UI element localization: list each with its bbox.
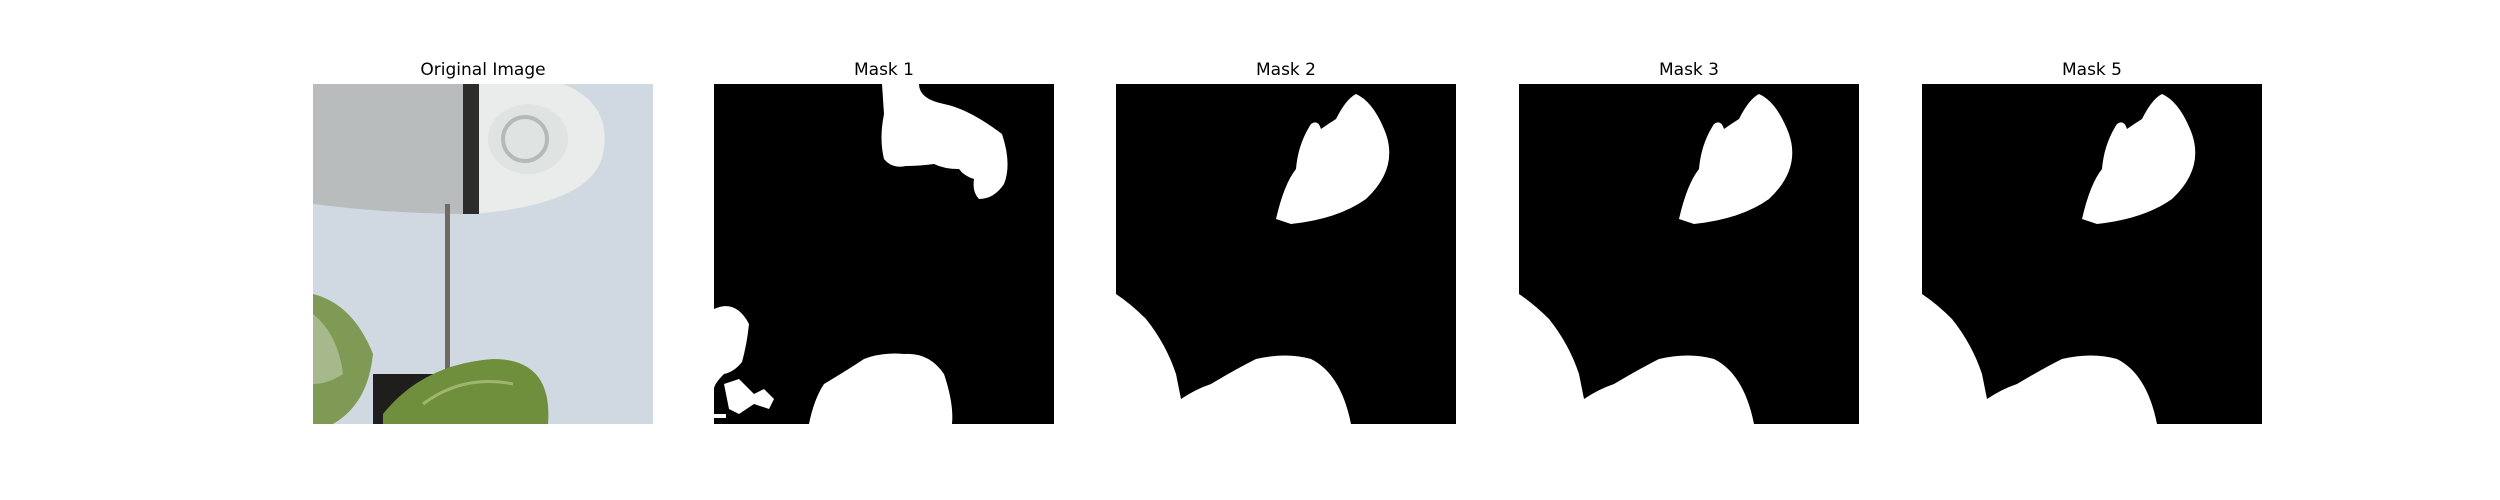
panel-title: Mask 3 <box>1658 60 1719 80</box>
mask-image <box>1116 84 1456 424</box>
panel-title: Mask 5 <box>2061 60 2122 80</box>
panel-title: Mask 1 <box>853 60 914 80</box>
mask-image <box>1519 84 1859 424</box>
mask-image <box>714 84 1054 424</box>
panel-title: Original Image <box>420 60 546 80</box>
panel-title: Mask 2 <box>1255 60 1316 80</box>
original-photo <box>313 84 653 424</box>
mask-image <box>1922 84 2262 424</box>
